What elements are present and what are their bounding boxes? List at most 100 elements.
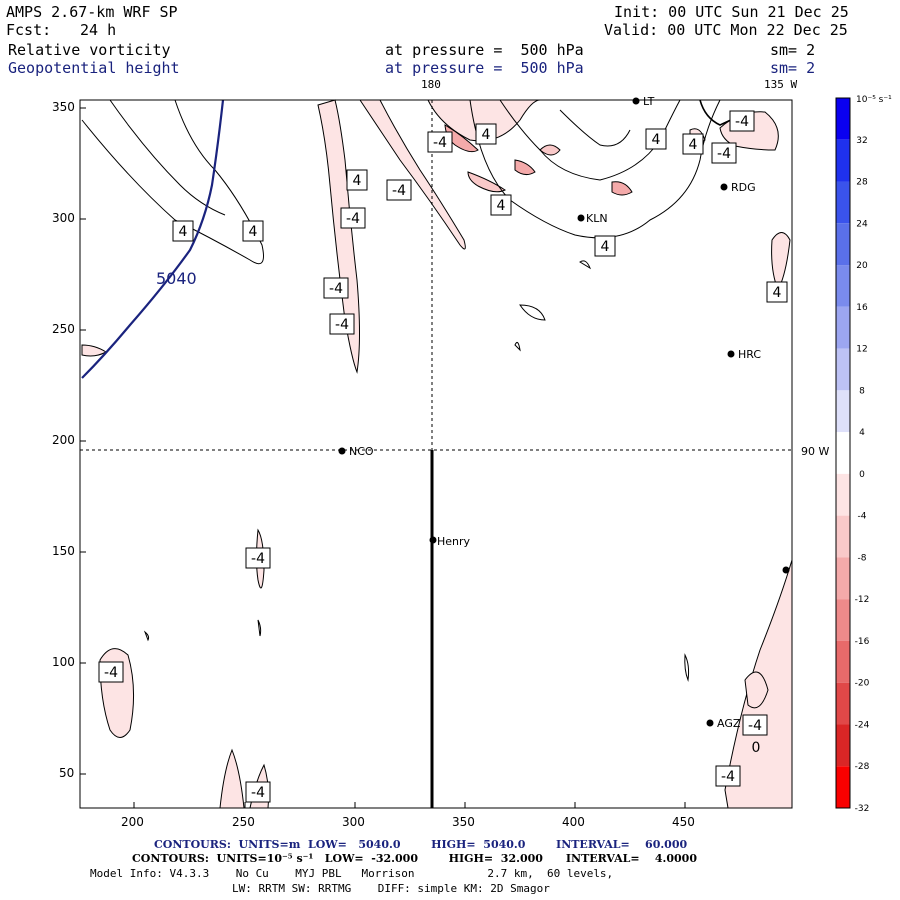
station-nco: NCO bbox=[338, 445, 374, 458]
colorbar-swatch bbox=[836, 98, 850, 140]
contour-label-pos4: 4 bbox=[766, 281, 788, 303]
svg-text:-4: -4 bbox=[251, 785, 265, 801]
field2-name: Geopotential height bbox=[8, 59, 180, 77]
colorbar-unit: 10⁻⁵ s⁻¹ bbox=[856, 95, 892, 105]
contour-labels: -4 4 4 4 -4 -4 4 -4 4 -4 4 4 4 -4 4 -4 -… bbox=[98, 110, 788, 803]
colorbar-label: 4 bbox=[859, 428, 865, 438]
y-tick-label: 250 bbox=[52, 322, 75, 336]
svg-text:-4: -4 bbox=[251, 551, 265, 567]
contour-label-pos4: 4 bbox=[490, 194, 512, 216]
valid-time: Valid: 00 UTC Mon 22 Dec 25 bbox=[604, 21, 848, 39]
colorbar-swatch bbox=[836, 640, 850, 683]
svg-text:NCO: NCO bbox=[349, 445, 374, 458]
svg-text:Henry: Henry bbox=[437, 535, 471, 548]
svg-text:-4: -4 bbox=[717, 146, 731, 162]
colorbar-swatch bbox=[836, 348, 850, 391]
x-tick-label: 200 bbox=[121, 815, 144, 829]
colorbar-label: -8 bbox=[858, 553, 867, 563]
footer-contours-height: CONTOURS: UNITS=m LOW= 5040.0 HIGH= 5040… bbox=[154, 838, 688, 851]
y-tick-label: 200 bbox=[52, 433, 75, 447]
contour-label-neg4: -4 bbox=[245, 781, 271, 803]
contour-label-pos4: 4 bbox=[645, 128, 667, 150]
colorbar-swatch bbox=[836, 515, 850, 558]
field1-smooth: sm= 2 bbox=[770, 41, 816, 59]
footer-physics-info: LW: RRTM SW: RRTMG DIFF: simple KM: 2D S… bbox=[232, 882, 550, 895]
colorbar-swatch bbox=[836, 724, 850, 767]
field2-smooth: sm= 2 bbox=[770, 59, 816, 77]
x-tick-label: 250 bbox=[232, 815, 255, 829]
contour-label-pos4: 4 bbox=[594, 235, 616, 257]
colorbar-label: -16 bbox=[855, 637, 870, 647]
colorbar-swatch bbox=[836, 223, 850, 266]
svg-text:4: 4 bbox=[601, 239, 610, 255]
contour-label-neg4: -4 bbox=[340, 207, 366, 229]
contour-label-pos4: 4 bbox=[682, 133, 704, 155]
svg-text:-4: -4 bbox=[392, 183, 406, 199]
svg-text:LT: LT bbox=[643, 95, 655, 108]
y-tick-label: 100 bbox=[52, 655, 75, 669]
colorbar-label: -20 bbox=[855, 679, 870, 689]
forecast-label: Fcst: bbox=[6, 21, 52, 39]
contour-label-neg4: -4 bbox=[715, 765, 741, 787]
svg-text:-4: -4 bbox=[104, 665, 118, 681]
colorbar-label: -32 bbox=[855, 804, 870, 814]
y-tick-label: 50 bbox=[59, 766, 75, 780]
footer-contours-vorticity: CONTOURS: UNITS=10⁻⁵ s⁻¹ LOW= -32.000 HI… bbox=[132, 852, 697, 865]
svg-text:4: 4 bbox=[249, 224, 258, 240]
contour-label-pos4: 4 bbox=[242, 220, 264, 242]
geopotential-label: 5040 bbox=[156, 269, 197, 288]
field2-level: at pressure = 500 hPa bbox=[385, 59, 584, 77]
contour-label-neg4: -4 bbox=[329, 313, 355, 335]
station-henry: Henry bbox=[429, 535, 471, 548]
svg-text:KLN: KLN bbox=[586, 212, 608, 225]
colorbar-label: -28 bbox=[855, 762, 870, 772]
svg-text:HRC: HRC bbox=[738, 348, 761, 361]
colorbar-swatch bbox=[836, 682, 850, 725]
station-kln: KLN bbox=[577, 212, 608, 225]
colorbar-label: 8 bbox=[859, 386, 865, 396]
colorbar-label: -12 bbox=[855, 595, 870, 605]
colorbar-swatch bbox=[836, 599, 850, 641]
forecast-value: 24 h bbox=[80, 21, 117, 39]
x-tick-label: 400 bbox=[562, 815, 585, 829]
svg-text:-4: -4 bbox=[329, 281, 343, 297]
contour-label-pos4: 4 bbox=[475, 123, 497, 145]
meridian-90w-label: 90 W bbox=[801, 445, 829, 458]
x-tick-label: 300 bbox=[342, 815, 365, 829]
contour-label-neg4: -4 bbox=[323, 277, 349, 299]
contour-label-neg4: -4 bbox=[98, 661, 124, 683]
svg-text:-4: -4 bbox=[335, 317, 349, 333]
colorbar-label: 20 bbox=[856, 261, 868, 271]
svg-text:0: 0 bbox=[752, 740, 761, 756]
vorticity-shading bbox=[81, 99, 793, 809]
colorbar-swatch bbox=[836, 557, 850, 600]
y-tick-label: 350 bbox=[52, 100, 75, 114]
svg-text:-4: -4 bbox=[433, 135, 447, 151]
model-title: AMPS 2.67-km WRF SP bbox=[6, 3, 178, 21]
svg-text:AGZ: AGZ bbox=[717, 717, 741, 730]
contour-label-neg4: -4 bbox=[742, 714, 768, 736]
colorbar-label: 32 bbox=[856, 136, 867, 146]
svg-text:-4: -4 bbox=[721, 769, 735, 785]
colorbar-label: 16 bbox=[856, 303, 868, 313]
y-axis-ticks bbox=[80, 107, 86, 775]
svg-text:4: 4 bbox=[689, 137, 698, 153]
y-tick-label: 150 bbox=[52, 544, 75, 558]
colorbar-label: 12 bbox=[856, 345, 867, 355]
meridian-180-label: 180 bbox=[421, 78, 441, 91]
field1-level: at pressure = 500 hPa bbox=[385, 41, 584, 59]
init-time: Init: 00 UTC Sun 21 Dec 25 bbox=[614, 3, 849, 21]
colorbar-swatch bbox=[836, 432, 850, 474]
colorbar-label: 0 bbox=[859, 470, 865, 480]
colorbar-label: 28 bbox=[856, 178, 868, 188]
svg-text:4: 4 bbox=[652, 132, 661, 148]
x-axis-ticks bbox=[133, 802, 686, 808]
contour-label-pos4: 4 bbox=[346, 169, 368, 191]
contour-label-zero: 0 bbox=[752, 740, 761, 756]
station-hrc: HRC bbox=[727, 348, 761, 361]
contour-label-neg4: -4 bbox=[711, 142, 737, 164]
map-frame bbox=[79, 99, 793, 809]
svg-text:RDG: RDG bbox=[731, 181, 756, 194]
colorbar-label: -4 bbox=[858, 512, 867, 522]
